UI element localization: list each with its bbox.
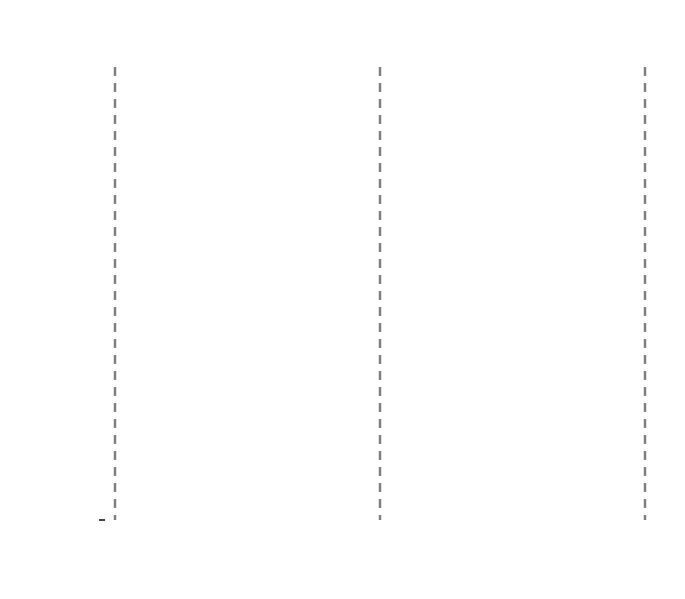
line-chart	[10, 10, 675, 589]
chart-container	[10, 10, 675, 589]
